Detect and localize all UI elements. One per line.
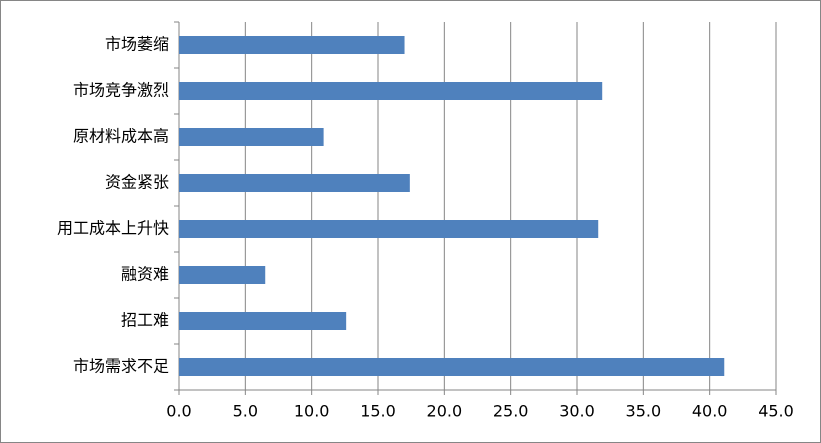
x-tick-label: 15.0 [360, 402, 396, 421]
bar [179, 82, 603, 100]
y-tick-label: 用工成本上升快 [57, 219, 169, 238]
bar [179, 174, 410, 192]
x-tick-label: 20.0 [427, 402, 463, 421]
y-tick-label: 市场萎缩 [105, 35, 169, 54]
x-tick-label: 25.0 [493, 402, 529, 421]
x-tick-label: 30.0 [559, 402, 595, 421]
y-tick-label: 招工难 [121, 311, 169, 330]
bar [179, 312, 347, 330]
bar [179, 266, 266, 284]
y-tick-label: 原材料成本高 [73, 127, 169, 146]
y-tick-label: 融资难 [121, 265, 169, 284]
x-tick-label: 5.0 [233, 402, 258, 421]
y-tick-label: 市场需求不足 [73, 357, 169, 376]
bar [179, 220, 599, 238]
bar [179, 36, 405, 54]
bar [179, 358, 725, 376]
y-tick-label: 市场竞争激烈 [73, 81, 169, 100]
x-tick-label: 45.0 [758, 402, 794, 421]
x-tick-label: 10.0 [294, 402, 330, 421]
y-tick-label: 资金紧张 [105, 173, 169, 192]
x-tick-label: 35.0 [626, 402, 662, 421]
x-tick-label: 40.0 [692, 402, 728, 421]
x-tick-label: 0.0 [166, 402, 191, 421]
bar [179, 128, 324, 146]
